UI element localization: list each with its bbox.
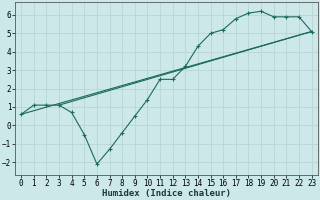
X-axis label: Humidex (Indice chaleur): Humidex (Indice chaleur) bbox=[102, 189, 231, 198]
